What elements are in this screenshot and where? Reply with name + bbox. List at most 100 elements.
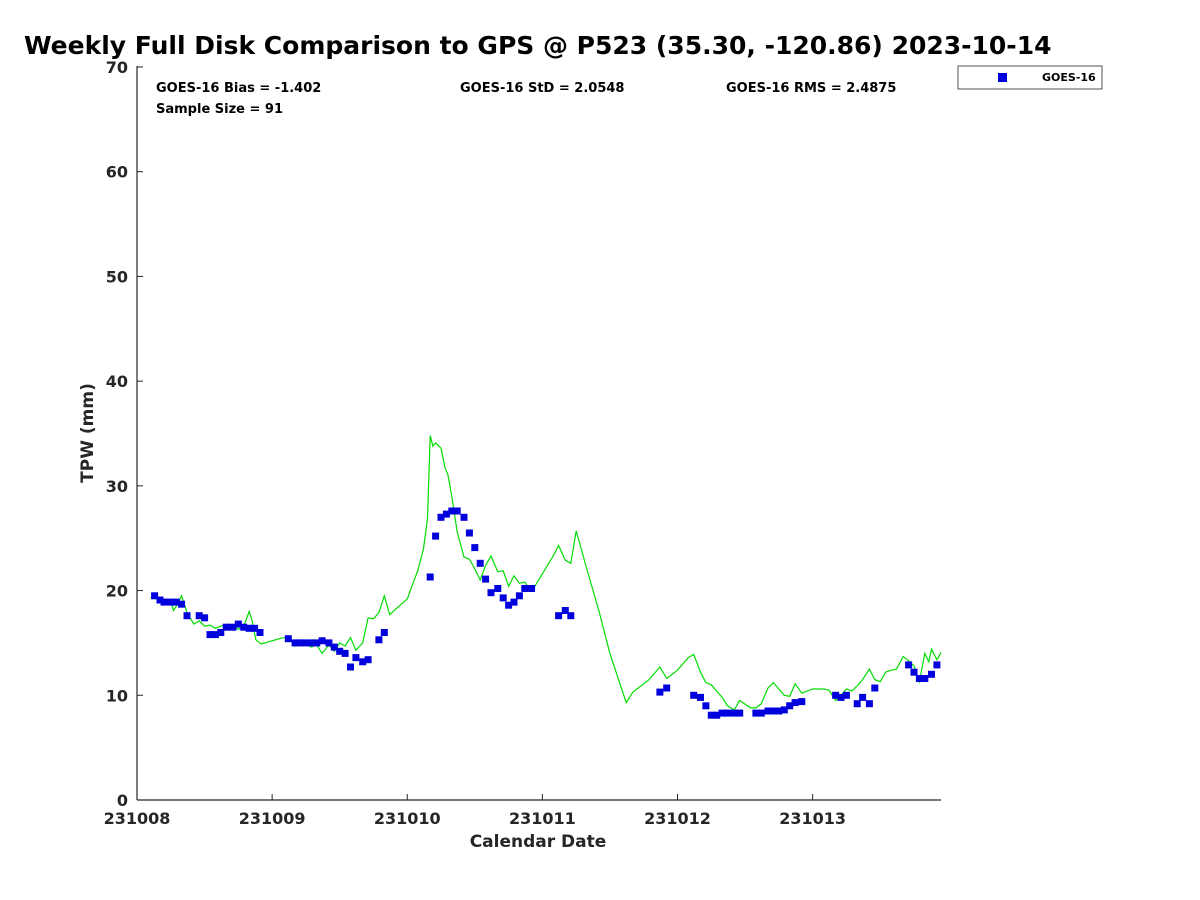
- goes16-point: [352, 654, 360, 662]
- goes16-point: [791, 699, 799, 707]
- goes16-point: [656, 688, 664, 696]
- goes16-point: [832, 691, 840, 699]
- goes16-point: [561, 607, 569, 614]
- x-tick-label: 231013: [779, 809, 846, 828]
- goes16-point: [528, 585, 536, 592]
- goes16-point: [663, 684, 671, 692]
- goes16-point: [183, 612, 191, 620]
- goes16-point: [775, 707, 783, 715]
- goes16-point: [178, 600, 186, 608]
- goes16-point: [160, 598, 168, 606]
- gps-line-layer: [150, 435, 942, 711]
- goes16-point: [853, 700, 861, 708]
- goes16-point: [359, 658, 367, 666]
- goes16-point: [724, 709, 731, 717]
- x-tick-label: 231010: [374, 809, 441, 828]
- goes16-point: [798, 698, 806, 706]
- goes16-point: [837, 693, 845, 701]
- goes16-point: [256, 629, 264, 636]
- goes16-point: [757, 709, 765, 717]
- goes16-point: [217, 629, 225, 636]
- goes16-point: [476, 559, 484, 567]
- goes16-point: [494, 585, 502, 592]
- y-tick-label: 50: [106, 267, 128, 286]
- goes16-point: [752, 709, 760, 717]
- goes16-point: [229, 623, 237, 631]
- sample-size-stat: Sample Size = 91: [156, 102, 283, 117]
- goes16-point: [330, 643, 338, 651]
- goes16-point: [211, 631, 219, 639]
- goes16-point: [240, 623, 248, 631]
- goes16-point: [471, 544, 479, 552]
- rms-stat: GOES-16 RMS = 2.4875: [726, 81, 896, 96]
- goes16-point: [764, 707, 772, 715]
- goes16-point: [448, 507, 456, 515]
- goes16-point: [769, 707, 777, 715]
- goes16-point: [195, 612, 203, 620]
- goes16-point: [921, 675, 929, 682]
- goes16-point: [702, 702, 710, 710]
- goes16-point: [291, 639, 299, 647]
- goes16-point: [910, 668, 918, 676]
- goes16-point: [915, 675, 923, 682]
- goes16-point: [465, 529, 473, 537]
- goes16-point: [505, 601, 513, 609]
- goes16-point: [482, 575, 490, 583]
- goes16-point: [307, 639, 315, 647]
- goes16-point: [842, 691, 850, 699]
- legend-box: [957, 65, 1103, 90]
- goes16-point: [515, 592, 523, 600]
- goes16-point: [933, 661, 941, 669]
- goes16-point: [567, 612, 575, 620]
- goes16-point: [859, 693, 867, 701]
- x-tick-label: 231008: [104, 809, 171, 828]
- goes16-point: [865, 700, 873, 708]
- goes16-point: [302, 639, 310, 647]
- goes16-point: [487, 589, 495, 597]
- goes16-point: [336, 647, 344, 655]
- goes16-point: [432, 532, 440, 540]
- x-axis-label: Calendar Date: [470, 832, 607, 852]
- goes16-point: [871, 684, 879, 692]
- goes16-point: [318, 637, 326, 645]
- goes16-point: [245, 624, 253, 632]
- goes16-point: [521, 585, 529, 592]
- goes16-point: [780, 706, 788, 714]
- goes16-point: [555, 612, 563, 620]
- goes16-point: [510, 598, 518, 606]
- goes16-point: [325, 639, 333, 647]
- goes16-point: [437, 513, 445, 521]
- goes-points-layer: [151, 507, 941, 719]
- goes16-point: [375, 636, 383, 644]
- goes16-point: [297, 639, 304, 647]
- goes16-point: [718, 709, 726, 717]
- goes16-point: [206, 631, 214, 639]
- plot-area: [136, 67, 941, 800]
- goes16-point: [380, 629, 388, 636]
- goes16-point: [364, 656, 372, 664]
- goes16-point: [347, 663, 354, 671]
- y-ticks: 0 10 20 30 40 50 60 70: [106, 58, 143, 810]
- goes16-point: [201, 614, 209, 622]
- goes16-point: [167, 598, 175, 606]
- y-axis-label: TPW (mm): [78, 383, 98, 483]
- x-tick-label: 231011: [509, 809, 576, 828]
- x-ticks: 231008 231009 231010 231011 231012 231013: [104, 794, 846, 828]
- goes16-point: [442, 510, 450, 518]
- goes16-point: [284, 635, 292, 643]
- goes16-point: [453, 507, 461, 515]
- legend: GOES-16: [957, 65, 1103, 90]
- goes16-point: [499, 594, 507, 602]
- std-stat: GOES-16 StD = 2.0548: [460, 81, 624, 96]
- goes16-point: [341, 649, 349, 657]
- goes16-point: [151, 592, 159, 600]
- chart-title: Weekly Full Disk Comparison to GPS @ P52…: [24, 31, 1051, 60]
- goes16-point: [690, 691, 698, 699]
- goes16-point: [707, 711, 715, 719]
- y-tick-label: 70: [106, 58, 128, 77]
- goes16-point: [786, 702, 794, 710]
- goes16-point: [426, 573, 434, 581]
- gps-tpw-line: [150, 435, 942, 711]
- goes16-point: [928, 670, 935, 678]
